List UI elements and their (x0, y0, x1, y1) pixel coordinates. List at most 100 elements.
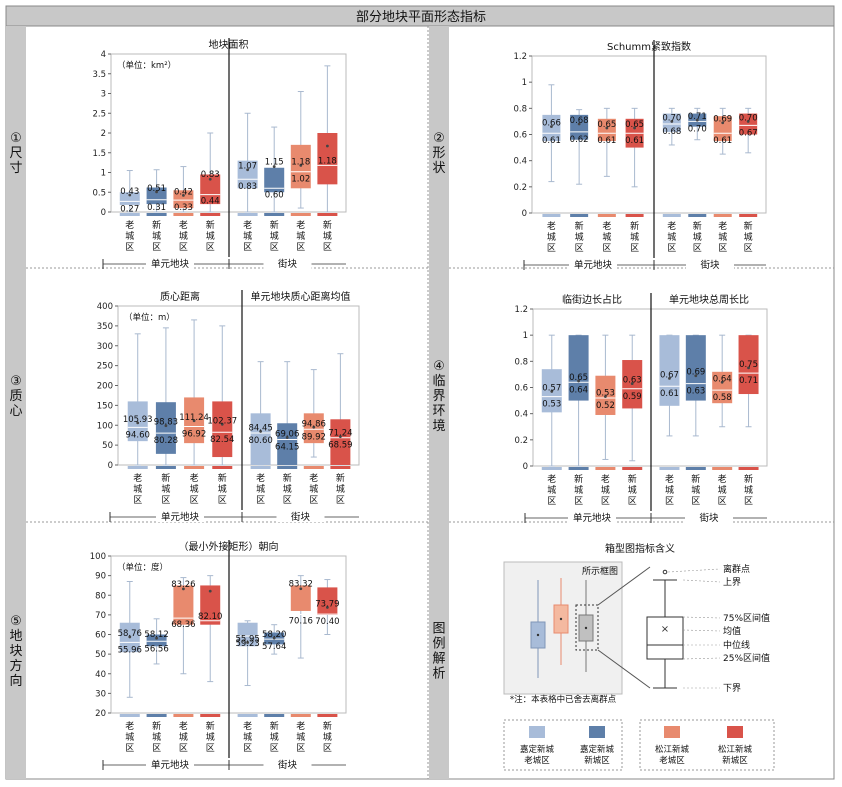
data-label: 0.60 (265, 190, 284, 200)
category-label-char: 城 (270, 732, 279, 743)
category-label-char: 区 (179, 743, 188, 754)
category-label-char: 区 (296, 242, 305, 253)
group-label: 街块 (700, 259, 720, 271)
chart-orientation: 2030405060708090100（最小外接矩形）朝向（单位：度）58.76… (90, 540, 347, 771)
box-body (712, 371, 733, 404)
series-label-line2: 老城区 (524, 755, 550, 766)
category-label-char: 区 (575, 243, 584, 254)
box-body (237, 160, 258, 189)
category-label-char: 老 (718, 473, 727, 485)
group-label: 单元地块 (161, 511, 200, 523)
section-label-frontage-char: 环 (432, 404, 445, 419)
group-label-bg (146, 758, 194, 770)
data-label: 94.60 (126, 430, 150, 440)
box-group-unit: 0.57 0.53 老城区 0.65 0.64 新城区 0.53 0.52 老城区 0.63 0.5… (524, 334, 651, 524)
box-group-block: 1.07 0.83 老城区 1.15 0.60 新城区 1.18 1.02 老城区 1.18 新城区… (228, 65, 346, 270)
data-label: 0.42 (174, 187, 193, 197)
mean-marker (325, 144, 329, 148)
box-new-sj: 102.37 82.54 新城区 (207, 325, 237, 506)
data-label: 80.28 (154, 436, 178, 446)
data-label: 0.65 (569, 373, 588, 383)
data-label: 0.68 (662, 127, 681, 137)
box-old-sj: 111.24 96.92 老城区 (179, 319, 209, 506)
data-label: 0.31 (147, 203, 166, 213)
data-label: 0.64 (569, 385, 588, 395)
category-label-char: 城 (718, 485, 727, 496)
y-tick-label: 0.5 (92, 188, 106, 198)
category-label-char: 新 (693, 220, 702, 232)
middle-label-column (429, 26, 449, 779)
box-old-jd: 0.67 0.61 老城区 (659, 334, 680, 507)
data-label: 0.70 (688, 124, 707, 134)
category-label-char: 区 (152, 743, 161, 754)
data-label: 64.15 (275, 443, 299, 453)
category-swatch (685, 467, 706, 470)
box-body (570, 114, 589, 140)
y-tick-label: 90 (95, 572, 106, 582)
section-label-orientation-char: 向 (9, 673, 22, 689)
section-label-size-char: 尺 (9, 146, 22, 161)
group-label-bg (685, 511, 733, 523)
data-label: 0.57 (542, 383, 561, 393)
category-label-char: 区 (206, 242, 215, 253)
data-label: 0.65 (625, 120, 644, 130)
explain-box (646, 616, 684, 660)
category-swatch (622, 467, 643, 470)
box-new-jd: 0.65 0.64 新城区 (568, 334, 589, 507)
data-label: 0.70 (739, 113, 758, 123)
group-label-bg (146, 257, 194, 269)
category-label-char: 城 (628, 485, 637, 496)
group-label-bg (156, 510, 204, 522)
category-swatch (330, 466, 351, 469)
section-label-size-char: 寸 (9, 161, 22, 176)
box-body (250, 413, 271, 465)
group-label: 街块 (278, 258, 298, 270)
category-label-char: 城 (125, 732, 134, 743)
category-label-char: 城 (336, 484, 345, 495)
y-tick-label: 20 (95, 709, 106, 719)
data-label: 0.69 (713, 115, 732, 125)
section-label-orientation-char: 块 (9, 644, 22, 659)
category-label-char: 城 (133, 484, 142, 495)
mean-marker (220, 422, 224, 426)
category-label-char: 区 (665, 496, 674, 507)
data-label: 0.71 (739, 376, 758, 386)
group-label-bg (276, 510, 325, 522)
category-label-char: 老 (256, 472, 265, 484)
mean-marker (550, 390, 554, 393)
category-swatch (200, 213, 221, 216)
section-label-orientation-char: ⑤ (10, 614, 22, 629)
mean-marker (259, 430, 263, 433)
series-label-line1: 嘉定新城 (580, 744, 615, 755)
sample-mean (584, 626, 588, 630)
legend-title: 箱型图指标含义 (605, 542, 675, 555)
category-label-char: 区 (133, 495, 142, 506)
y-tick-label: 2.5 (92, 109, 106, 119)
mean-marker (721, 121, 725, 125)
section-label-frontage-char: ④ (433, 359, 445, 374)
category-label-char: 城 (179, 732, 188, 743)
data-label: 80.60 (248, 436, 272, 446)
y-tick-label: 4 (101, 50, 106, 60)
data-label: 102.37 (207, 416, 237, 426)
category-label-char: 区 (693, 243, 702, 254)
mean-marker (285, 436, 289, 439)
sample-mean (536, 633, 540, 637)
category-label-char: 城 (574, 485, 583, 496)
category-label-char: 区 (744, 496, 753, 507)
category-label-char: 城 (323, 231, 332, 242)
y-tick-label: 0 (522, 209, 527, 219)
y-tick-label: 50 (102, 441, 113, 451)
section-label-shape: ②形状 (432, 131, 445, 176)
category-swatch (568, 467, 589, 470)
left-label-column (6, 26, 26, 779)
category-label-char: 区 (574, 496, 583, 507)
series-swatch (664, 726, 680, 738)
category-label-char: 城 (270, 231, 279, 242)
category-swatch (713, 214, 732, 217)
section-label-frontage-char: 临 (432, 374, 445, 389)
box-body (317, 133, 338, 185)
